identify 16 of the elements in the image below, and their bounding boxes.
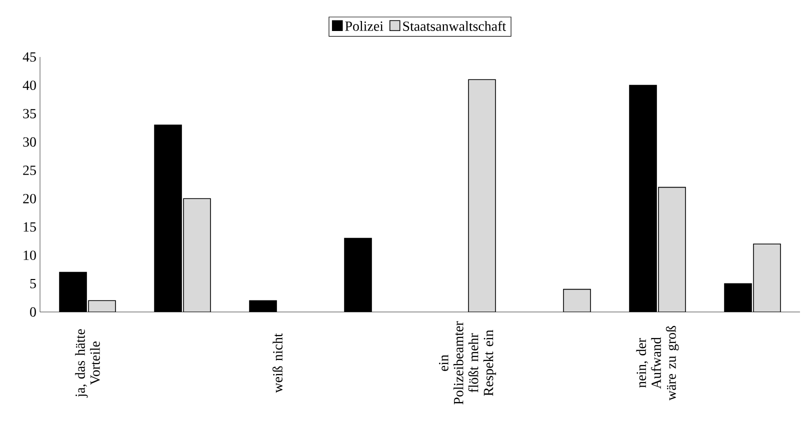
y-tick-label: 20 — [23, 194, 36, 204]
y-tick-label: 15 — [24, 222, 36, 232]
y-tick-label: 30 — [23, 137, 36, 147]
x-tick-label: weiß nicht — [272, 333, 282, 393]
y-tick-label: 25 — [23, 166, 36, 176]
legend-label: Staatsanwaltschaft — [403, 20, 506, 31]
y-tick-label: 5 — [30, 279, 36, 288]
x-tick-label: ja, das hätte Vorteile — [75, 329, 100, 398]
x-tick-label: ein Polizeibeamter flößt mehr Respekt ein — [438, 321, 496, 404]
x-tick-label: nein, der Aufwand wäre zu groß — [636, 326, 679, 401]
y-tick-label: 40 — [22, 80, 36, 90]
y-tick-label: 35 — [23, 108, 36, 118]
y-tick-label: 10 — [24, 250, 36, 260]
y-tick-label: 45 — [22, 52, 36, 62]
legend-label: Polizei — [345, 21, 384, 31]
y-tick-label: 0 — [30, 307, 36, 317]
